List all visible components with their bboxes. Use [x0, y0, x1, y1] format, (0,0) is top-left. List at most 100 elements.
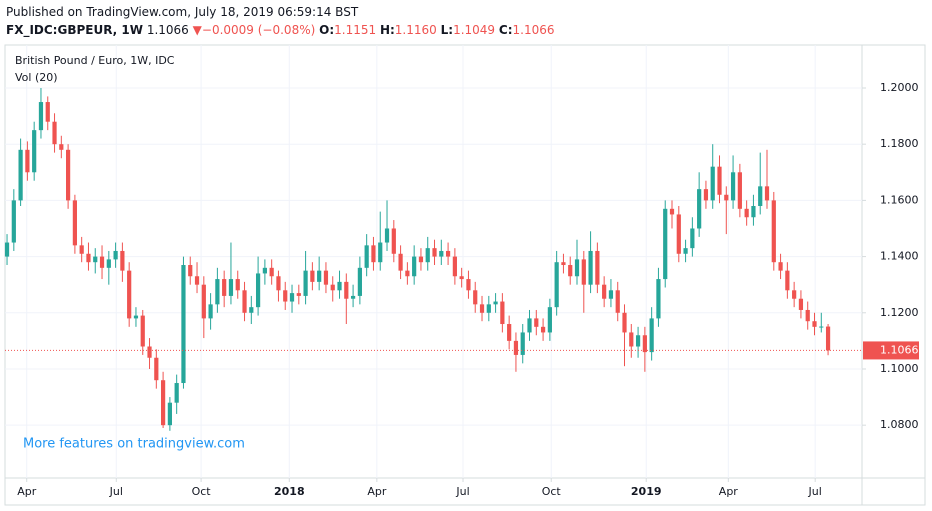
candle-body	[215, 279, 220, 305]
candle-body	[93, 256, 98, 263]
candle-body	[181, 265, 186, 384]
y-tick-label: 1.1600	[880, 193, 919, 206]
candle-body	[656, 279, 661, 319]
candle-body	[479, 304, 485, 313]
candle-body	[350, 295, 356, 299]
candle-body	[201, 284, 206, 319]
candle-body	[106, 259, 111, 268]
candle-body	[99, 256, 105, 268]
candle-body	[493, 301, 498, 305]
candle-body	[79, 245, 84, 254]
candle-body	[527, 318, 532, 333]
candle-body	[445, 250, 451, 257]
candle-body	[330, 284, 335, 291]
candle-body	[710, 166, 715, 201]
candle-body	[66, 149, 71, 201]
candle-body	[812, 321, 817, 327]
change: −0.0009 (−0.08%)	[201, 23, 316, 37]
candle-body	[364, 245, 369, 268]
x-tick-label: Oct	[192, 485, 212, 498]
y-tick-label: 1.1200	[880, 306, 919, 319]
arrow: ▼	[192, 23, 202, 37]
last-price-label: 1.1066	[880, 343, 919, 356]
candle-body	[127, 270, 132, 319]
published: Published on TradingView.com, July 18, 2…	[6, 5, 359, 19]
o-label: O:	[319, 23, 335, 37]
candle-body	[513, 340, 519, 355]
candle-body	[154, 357, 159, 381]
candle-body	[717, 166, 722, 195]
candle-body	[663, 208, 668, 280]
symbol: FX_IDC:GBPEUR, 1W	[6, 23, 143, 37]
c-label: C:	[498, 23, 513, 37]
candle-body	[412, 256, 417, 277]
candle-body	[615, 290, 620, 313]
candle-body	[378, 242, 383, 263]
candle-body	[758, 186, 763, 207]
candle-body	[276, 276, 281, 291]
watermark: More features on tradingview.com	[23, 437, 245, 452]
x-tick-label: Jul	[808, 485, 822, 498]
candle-body	[242, 290, 247, 313]
y-tick-label: 1.2000	[880, 81, 919, 94]
candle-body	[425, 248, 430, 263]
candle-body	[730, 172, 736, 201]
candle-body	[167, 402, 172, 426]
candle-body	[459, 276, 464, 280]
candle-body	[507, 324, 512, 341]
y-tick-label: 1.1000	[880, 362, 919, 375]
candle-body	[819, 326, 824, 328]
frame	[4, 44, 926, 506]
x-tick-label: Oct	[542, 485, 562, 498]
candle-body	[323, 270, 329, 285]
chart-title: British Pound / Euro, 1W, IDC	[15, 54, 175, 67]
candle-body	[337, 281, 342, 291]
candle-body	[25, 149, 30, 173]
candle-body	[602, 284, 607, 299]
x-tick-label: Jul	[109, 485, 123, 498]
candle-body	[568, 265, 573, 277]
candle-body	[269, 267, 274, 277]
candle-body	[635, 335, 641, 347]
candle-body	[18, 149, 23, 201]
candle-body	[439, 250, 444, 257]
candle-body	[649, 318, 654, 353]
candle-body	[703, 189, 709, 201]
h-label: H:	[379, 23, 395, 37]
candle-body	[418, 256, 424, 263]
candle-body	[283, 290, 288, 302]
x-tick-label: Apr	[367, 485, 387, 498]
x-tick-label: 2019	[631, 485, 662, 498]
candle-body	[540, 326, 546, 333]
candle-body	[38, 102, 44, 131]
candle-body	[194, 276, 200, 285]
candle-body	[676, 214, 681, 254]
candle-body	[547, 307, 552, 333]
candle-body	[778, 262, 783, 271]
candle-body	[574, 259, 580, 277]
candle-body	[113, 250, 118, 260]
candle-body	[140, 315, 145, 347]
candle-body	[554, 262, 559, 308]
candle-body	[798, 298, 804, 310]
c: 1.1066	[512, 23, 555, 37]
candle-body	[622, 312, 627, 333]
candle-body	[357, 267, 362, 296]
candle-body	[11, 200, 16, 243]
l-label: L:	[440, 23, 454, 37]
candle-body	[255, 273, 261, 308]
h: 1.1160	[394, 23, 437, 37]
candle-body	[669, 208, 675, 215]
candle-body	[771, 200, 776, 263]
candle-body	[174, 383, 179, 403]
candle-body	[86, 253, 91, 263]
candle-body	[581, 259, 586, 285]
candle-body	[52, 121, 57, 145]
candle-body	[249, 307, 254, 313]
candle-body	[432, 248, 437, 257]
candle-body	[160, 380, 166, 426]
candle-body	[724, 194, 729, 201]
candle-body	[792, 290, 797, 299]
subtitle: Vol (20)	[15, 71, 58, 84]
